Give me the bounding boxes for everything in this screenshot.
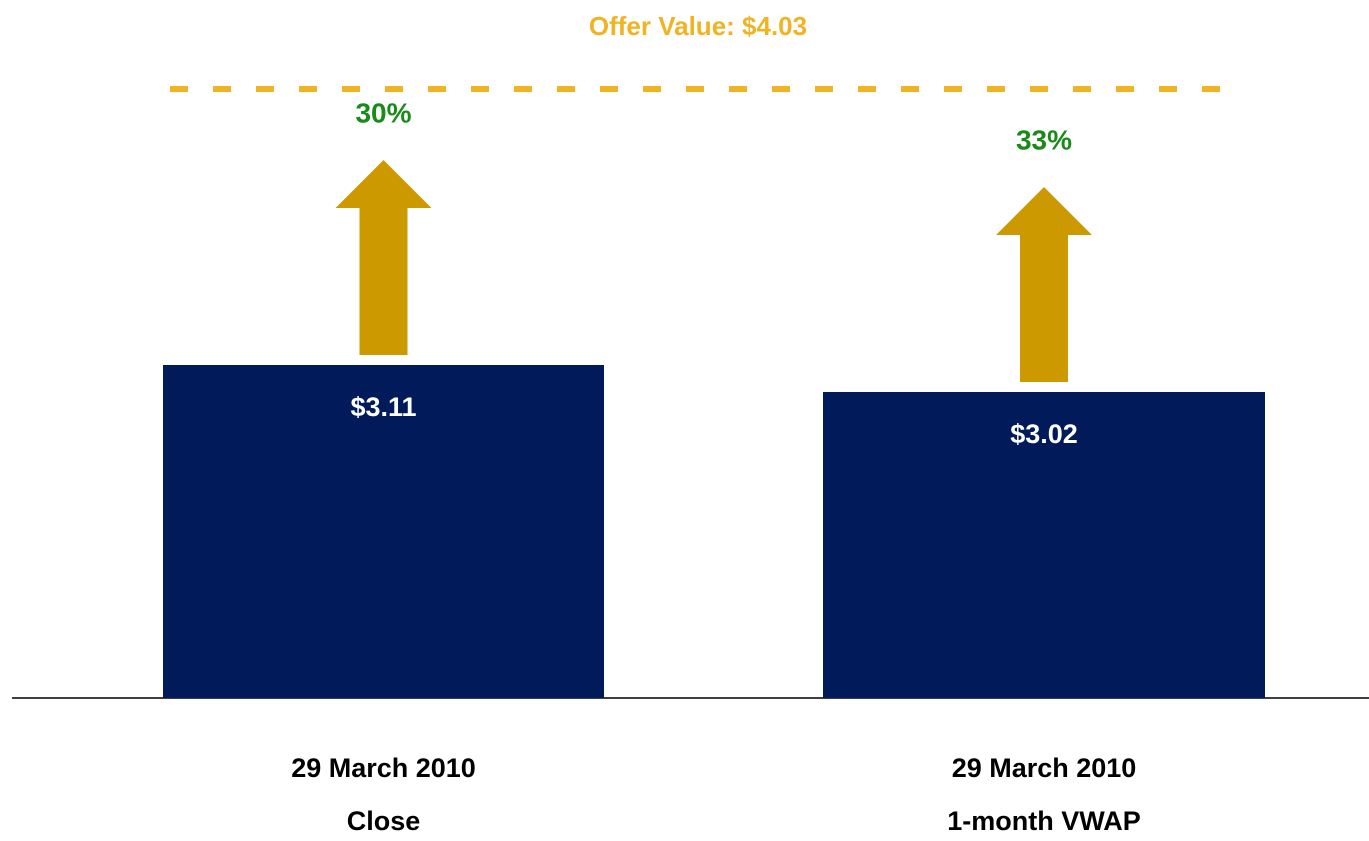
x-tick-label: 29 March 2010 [291,753,476,783]
bar [823,392,1265,698]
x-tick-label: 1-month VWAP [947,806,1141,836]
value-label: $3.02 [1010,419,1078,449]
chart-title: Offer Value: $4.03 [589,11,807,41]
x-tick-label: Close [347,806,421,836]
premium-label: 30% [355,97,411,128]
premium-label: 33% [1016,124,1072,155]
premium-arrow [996,187,1092,382]
x-tick-label: 29 March 2010 [952,753,1137,783]
bar [163,365,604,698]
value-label: $3.11 [350,392,416,422]
premium-arrow [335,160,432,355]
